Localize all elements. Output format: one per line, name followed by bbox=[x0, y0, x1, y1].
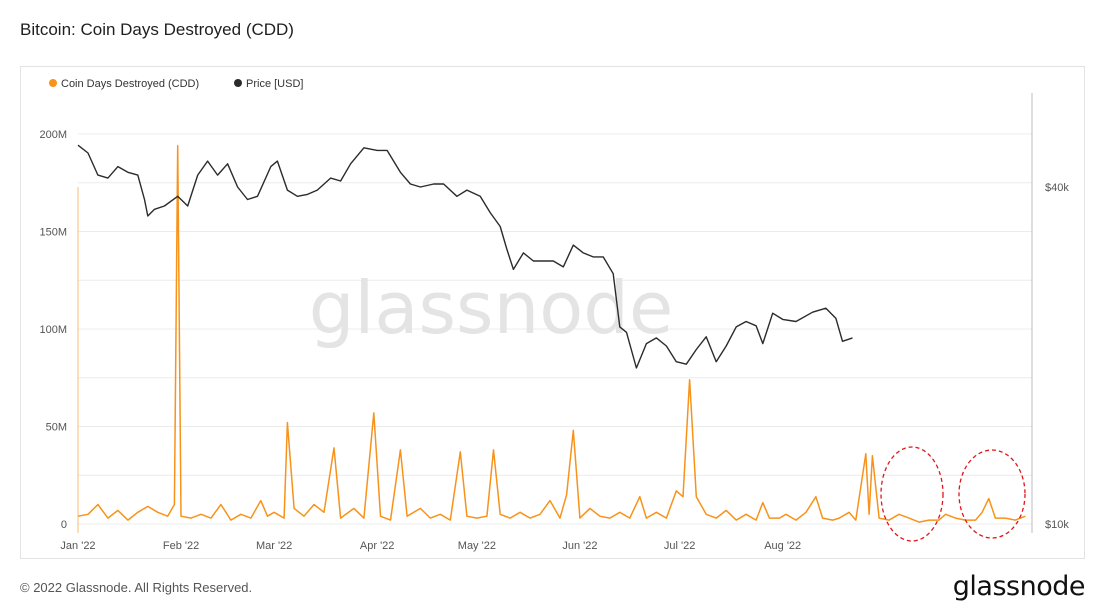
y-right-tick-label: $40k bbox=[1045, 182, 1069, 194]
x-tick-label: Apr '22 bbox=[360, 540, 395, 552]
grid-lines bbox=[78, 133, 1032, 525]
y-tick-label: 50M bbox=[46, 422, 67, 434]
glassnode-logo: glassnode bbox=[952, 571, 1086, 602]
x-tick-label: May '22 bbox=[458, 540, 496, 552]
y-right-tick-label: $10k bbox=[1045, 519, 1069, 531]
x-axis: Jan '22 Feb '22 Mar '22 Apr '22 May '22 Jun '… bbox=[60, 540, 801, 552]
y-tick-label: 200M bbox=[39, 129, 67, 141]
copyright-text: © 2022 Glassnode. All Rights Reserved. bbox=[20, 580, 253, 595]
series-line-price bbox=[77, 144, 853, 369]
legend-label-cdd: Coin Days Destroyed (CDD) bbox=[61, 78, 199, 90]
y-tick-label: 150M bbox=[39, 227, 67, 239]
x-tick-label: Jan '22 bbox=[60, 540, 95, 552]
annotation-circle bbox=[880, 446, 944, 542]
left-axis: 0 50M 100M 150M 200M bbox=[39, 129, 67, 531]
y-tick-label: 0 bbox=[61, 519, 67, 531]
chart-title: Bitcoin: Coin Days Destroyed (CDD) bbox=[20, 20, 294, 39]
right-axis: $10k $40k bbox=[1045, 182, 1069, 531]
annotations bbox=[880, 446, 1026, 542]
annotation-circle bbox=[958, 449, 1026, 539]
watermark: glassnode bbox=[309, 266, 674, 350]
chart-canvas: glassnode 0 50M 100M 150M 200M $10k $40k Jan … bbox=[39, 78, 1069, 552]
legend-label-price: Price [USD] bbox=[246, 78, 303, 90]
x-tick-label: Jul '22 bbox=[664, 540, 695, 552]
legend: Coin Days Destroyed (CDD) Price [USD] bbox=[49, 78, 303, 90]
chart-frame: glassnode 0 50M 100M 150M 200M $10k $40k Jan … bbox=[20, 66, 1085, 559]
x-tick-label: Mar '22 bbox=[256, 540, 292, 552]
series-line-cdd bbox=[77, 144, 1026, 523]
x-tick-label: Feb '22 bbox=[163, 540, 199, 552]
legend-swatch-cdd bbox=[49, 79, 57, 87]
legend-swatch-price bbox=[234, 79, 242, 87]
x-tick-label: Jun '22 bbox=[562, 540, 597, 552]
x-tick-label: Aug '22 bbox=[764, 540, 801, 552]
y-tick-label: 100M bbox=[39, 324, 67, 336]
